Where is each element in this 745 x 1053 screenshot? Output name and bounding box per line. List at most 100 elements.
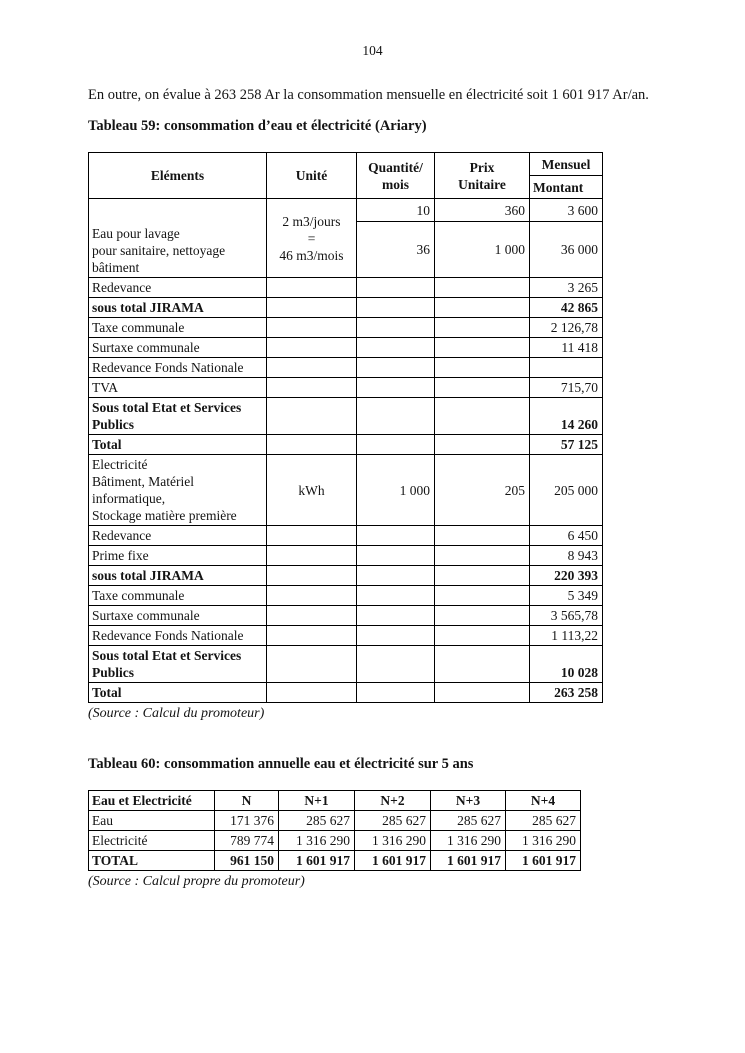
row-value: 1 316 290 [505, 830, 581, 851]
water-subrow-1: Eau pour lavage pour sanitaire, nettoyag… [88, 198, 603, 278]
row-label: Surtaxe communale [88, 337, 267, 358]
table-row-total: TOTAL 961 150 1 601 917 1 601 917 1 601 … [88, 850, 581, 871]
row-label: Prime fixe [88, 545, 267, 566]
water-subrow-2: 36 1 000 36 000 [89, 221, 603, 278]
row-amount: 715,70 [529, 377, 603, 398]
row-value: 1 316 290 [354, 830, 431, 851]
table59-source: (Source : Calcul du promoteur) [88, 706, 265, 721]
table59-header-row2: Montant [89, 175, 603, 199]
water-quantity-cell: 36 [356, 221, 435, 278]
row-amount: 42 865 [529, 297, 603, 318]
table60-header-row: Eau et Electricité N N+1 N+2 N+3 N+4 [88, 790, 581, 811]
water-price-cell: 360 [434, 198, 530, 222]
table59-title: Tableau 59: consommation d’eau et électr… [88, 118, 427, 134]
col-header-mensuel: Mensuel [529, 152, 603, 176]
row-value: 285 627 [278, 810, 355, 831]
row-amount: 10 028 [529, 645, 603, 683]
table-row: Redevance 3 265 [88, 277, 603, 298]
row-label: Redevance Fonds Nationale [88, 357, 267, 378]
col-header-quantite: Quantité/ mois [356, 152, 435, 199]
table-row-total: Total 57 125 [88, 434, 603, 455]
table-row: Redevance Fonds Nationale [88, 357, 603, 378]
electricity-label-cell: Electricité Bâtiment, Matériel informati… [88, 454, 267, 526]
col-header-n: N [214, 790, 279, 811]
electricity-row: Electricité Bâtiment, Matériel informati… [88, 454, 603, 526]
electricity-quantity-cell: 1 000 [356, 454, 435, 526]
table-row: Surtaxe communale 3 565,78 [88, 605, 603, 626]
water-label-cell: Eau pour lavage pour sanitaire, nettoyag… [88, 198, 267, 278]
water-price-cell: 1 000 [434, 221, 530, 278]
row-amount: 5 349 [529, 585, 603, 606]
col-header-unite: Unité [266, 152, 357, 199]
page-content: En outre, on évalue à 263 258 Ar la cons… [88, 82, 660, 891]
row-amount: 263 258 [529, 682, 603, 703]
row-amount: 220 393 [529, 565, 603, 586]
col-header-eau-electricite: Eau et Electricité [88, 790, 215, 811]
electricity-unite-cell: kWh [266, 454, 357, 526]
row-amount: 3 265 [529, 277, 603, 298]
page-number: 104 [362, 43, 383, 58]
row-label: Redevance Fonds Nationale [88, 625, 267, 646]
row-label: Redevance [88, 277, 267, 298]
row-label: Redevance [88, 525, 267, 546]
row-label: Eau [88, 810, 215, 831]
row-amount: 6 450 [529, 525, 603, 546]
table-row-total: Total 263 258 [88, 682, 603, 703]
water-amount-cell: 3 600 [529, 198, 603, 222]
table-row-subtotal: sous total JIRAMA 220 393 [88, 565, 603, 586]
row-value: 171 376 [214, 810, 279, 831]
row-label: sous total JIRAMA [88, 297, 267, 318]
table-row: TVA 715,70 [88, 377, 603, 398]
row-value: 1 601 917 [505, 850, 581, 871]
table-row: Prime fixe 8 943 [88, 545, 603, 566]
row-amount: 3 565,78 [529, 605, 603, 626]
row-amount: 2 126,78 [529, 317, 603, 338]
table60: Eau et Electricité N N+1 N+2 N+3 N+4 Eau… [88, 790, 581, 871]
col-header-n3: N+3 [430, 790, 506, 811]
table-row: Taxe communale 2 126,78 [88, 317, 603, 338]
water-unite-cell: 2 m3/jours = 46 m3/mois [266, 198, 357, 278]
row-value: 285 627 [354, 810, 431, 831]
row-amount: 1 113,22 [529, 625, 603, 646]
table-row: Eau 171 376 285 627 285 627 285 627 285 … [88, 810, 581, 831]
intro-paragraph: En outre, on évalue à 263 258 Ar la cons… [88, 87, 649, 103]
row-label: Total [88, 682, 267, 703]
table-row-subtotal: Sous total Etat et Services Publics 10 0… [88, 645, 603, 683]
row-value: 1 316 290 [278, 830, 355, 851]
row-value: 1 316 290 [430, 830, 506, 851]
table-row-subtotal: Sous total Etat et Services Publics 14 2… [88, 397, 603, 435]
table-row: Redevance 6 450 [88, 525, 603, 546]
row-value: 961 150 [214, 850, 279, 871]
table-row-subtotal: sous total JIRAMA 42 865 [88, 297, 603, 318]
water-quantity-cell: 10 [356, 198, 435, 222]
col-header-prix: Prix Unitaire [434, 152, 530, 199]
table59-header-row1: Eléments Unité Quantité/ mois Prix Unita… [88, 152, 603, 199]
col-header-elements: Eléments [88, 152, 267, 199]
water-amount-cell: 36 000 [529, 221, 603, 278]
row-amount: 11 418 [529, 337, 603, 358]
col-header-n1: N+1 [278, 790, 355, 811]
row-label: TOTAL [88, 850, 215, 871]
row-label: Electricité [88, 830, 215, 851]
table-row: Surtaxe communale 11 418 [88, 337, 603, 358]
row-value: 1 601 917 [354, 850, 431, 871]
row-amount: 8 943 [529, 545, 603, 566]
col-header-montant: Montant [529, 175, 603, 199]
row-label: Taxe communale [88, 317, 267, 338]
row-label: Total [88, 434, 267, 455]
row-label: Surtaxe communale [88, 605, 267, 626]
table60-source: (Source : Calcul propre du promoteur) [88, 874, 305, 889]
row-label: TVA [88, 377, 267, 398]
row-label: Sous total Etat et Services Publics [88, 397, 267, 435]
table59: Eléments Unité Quantité/ mois Prix Unita… [88, 152, 603, 703]
row-label: Taxe communale [88, 585, 267, 606]
row-value: 789 774 [214, 830, 279, 851]
row-amount [529, 357, 603, 378]
row-label: sous total JIRAMA [88, 565, 267, 586]
electricity-amount-cell: 205 000 [529, 454, 603, 526]
table-row: Redevance Fonds Nationale 1 113,22 [88, 625, 603, 646]
row-amount: 14 260 [529, 397, 603, 435]
col-header-n2: N+2 [354, 790, 431, 811]
row-value: 285 627 [505, 810, 581, 831]
